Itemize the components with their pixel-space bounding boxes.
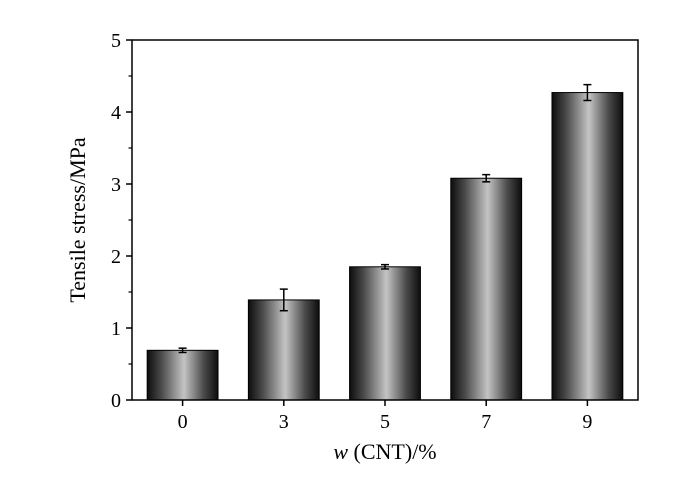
y-axis: 0 1 2 3 4 5 [111,30,132,412]
y-axis-title: Tensile stress/MPa [65,137,90,303]
x-tick-label-5: 5 [380,411,390,433]
bars-group [146,92,624,401]
x-tick-label-3: 3 [279,411,289,433]
error-bars-group [178,83,592,354]
y-tick-label-5: 5 [111,30,121,52]
bar-5 [349,266,421,401]
x-axis: 0 3 5 7 9 [178,400,592,433]
y-tick-label-2: 2 [111,246,121,268]
y-tick-label-0: 0 [111,390,121,412]
x-axis-title-unit: (CNT)/% [348,439,437,464]
x-axis-title: w (CNT)/% [333,439,436,464]
x-tick-label-7: 7 [481,411,491,433]
bar-7 [450,177,523,401]
bar-0 [146,349,219,401]
y-tick-label-1: 1 [111,318,121,340]
y-tick-label-3: 3 [111,174,121,196]
bar-3 [247,299,320,401]
bar-9 [551,92,624,401]
x-axis-title-variable: w [333,439,348,464]
y-tick-label-4: 4 [111,102,121,124]
x-tick-label-9: 9 [582,411,592,433]
x-tick-label-0: 0 [178,411,188,433]
